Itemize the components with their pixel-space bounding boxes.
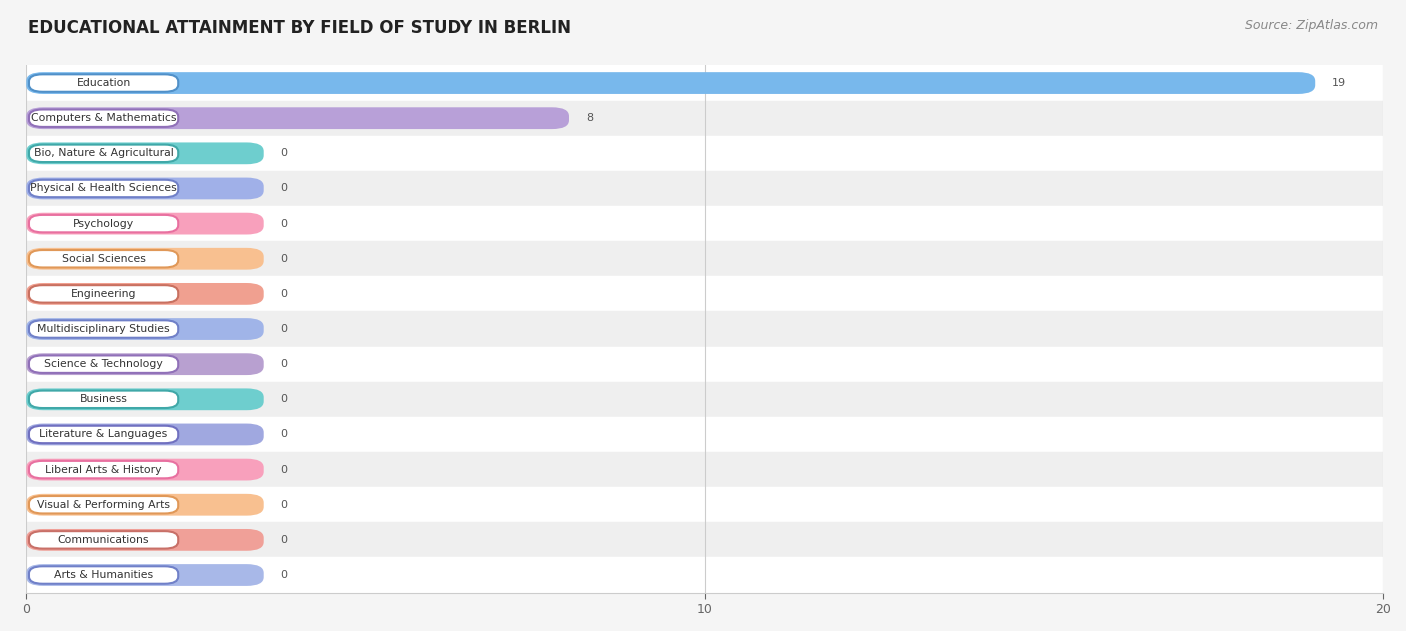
FancyBboxPatch shape — [27, 564, 264, 586]
FancyBboxPatch shape — [30, 496, 179, 514]
FancyBboxPatch shape — [30, 144, 179, 162]
Text: Engineering: Engineering — [70, 289, 136, 299]
FancyBboxPatch shape — [30, 250, 179, 268]
Text: Literature & Languages: Literature & Languages — [39, 430, 167, 439]
FancyBboxPatch shape — [30, 531, 179, 548]
FancyBboxPatch shape — [30, 285, 179, 303]
Text: 0: 0 — [281, 148, 288, 158]
Text: Science & Technology: Science & Technology — [44, 359, 163, 369]
Bar — [27, 171, 1384, 206]
FancyBboxPatch shape — [30, 321, 179, 338]
Text: 0: 0 — [281, 218, 288, 228]
Text: Bio, Nature & Agricultural: Bio, Nature & Agricultural — [34, 148, 173, 158]
Bar — [27, 382, 1384, 417]
Bar — [27, 66, 1384, 100]
Text: Source: ZipAtlas.com: Source: ZipAtlas.com — [1244, 19, 1378, 32]
Text: 8: 8 — [586, 113, 593, 123]
Text: Arts & Humanities: Arts & Humanities — [53, 570, 153, 580]
Bar — [27, 136, 1384, 171]
Text: Communications: Communications — [58, 535, 149, 545]
Bar — [27, 276, 1384, 312]
Text: 0: 0 — [281, 184, 288, 194]
FancyBboxPatch shape — [27, 494, 264, 516]
Text: 0: 0 — [281, 394, 288, 404]
Text: Computers & Mathematics: Computers & Mathematics — [31, 113, 176, 123]
FancyBboxPatch shape — [30, 391, 179, 408]
Text: Business: Business — [80, 394, 128, 404]
FancyBboxPatch shape — [27, 389, 264, 410]
Bar — [27, 417, 1384, 452]
FancyBboxPatch shape — [27, 213, 264, 235]
FancyBboxPatch shape — [27, 143, 264, 164]
Bar — [27, 346, 1384, 382]
Text: 19: 19 — [1331, 78, 1347, 88]
Text: 0: 0 — [281, 430, 288, 439]
FancyBboxPatch shape — [27, 353, 264, 375]
Text: Liberal Arts & History: Liberal Arts & History — [45, 464, 162, 475]
FancyBboxPatch shape — [30, 215, 179, 232]
Text: 0: 0 — [281, 254, 288, 264]
FancyBboxPatch shape — [27, 423, 264, 445]
Text: 0: 0 — [281, 535, 288, 545]
Bar — [27, 452, 1384, 487]
FancyBboxPatch shape — [30, 180, 179, 197]
FancyBboxPatch shape — [27, 283, 264, 305]
Bar — [27, 522, 1384, 557]
Bar — [27, 487, 1384, 522]
FancyBboxPatch shape — [27, 318, 264, 340]
Bar — [27, 100, 1384, 136]
FancyBboxPatch shape — [30, 461, 179, 478]
FancyBboxPatch shape — [27, 529, 264, 551]
FancyBboxPatch shape — [27, 107, 569, 129]
Text: 0: 0 — [281, 359, 288, 369]
Text: Visual & Performing Arts: Visual & Performing Arts — [37, 500, 170, 510]
Text: EDUCATIONAL ATTAINMENT BY FIELD OF STUDY IN BERLIN: EDUCATIONAL ATTAINMENT BY FIELD OF STUDY… — [28, 19, 571, 37]
Bar — [27, 312, 1384, 346]
Text: Psychology: Psychology — [73, 218, 134, 228]
FancyBboxPatch shape — [27, 177, 264, 199]
Text: 0: 0 — [281, 570, 288, 580]
Bar — [27, 557, 1384, 593]
Text: 0: 0 — [281, 289, 288, 299]
FancyBboxPatch shape — [27, 72, 1315, 94]
Bar — [27, 241, 1384, 276]
FancyBboxPatch shape — [30, 355, 179, 373]
Text: Social Sciences: Social Sciences — [62, 254, 146, 264]
FancyBboxPatch shape — [27, 459, 264, 480]
Text: Multidisciplinary Studies: Multidisciplinary Studies — [38, 324, 170, 334]
FancyBboxPatch shape — [30, 426, 179, 443]
FancyBboxPatch shape — [30, 109, 179, 127]
Text: Education: Education — [76, 78, 131, 88]
Text: 0: 0 — [281, 500, 288, 510]
Bar — [27, 206, 1384, 241]
Text: Physical & Health Sciences: Physical & Health Sciences — [30, 184, 177, 194]
FancyBboxPatch shape — [27, 248, 264, 269]
Text: 0: 0 — [281, 324, 288, 334]
FancyBboxPatch shape — [30, 74, 179, 91]
FancyBboxPatch shape — [30, 566, 179, 584]
Text: 0: 0 — [281, 464, 288, 475]
